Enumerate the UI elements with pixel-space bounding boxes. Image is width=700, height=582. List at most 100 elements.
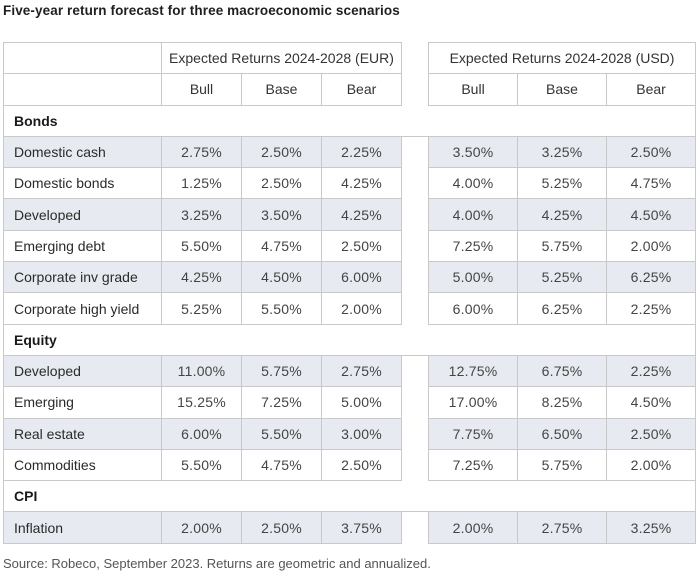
eur-bull-value: 5.50%	[161, 229, 242, 263]
table-title: Five-year return forecast for three macr…	[3, 3, 400, 18]
row-label: Domestic bonds	[3, 167, 162, 200]
usd-base-value: 6.50%	[517, 417, 608, 450]
usd-bear-value: 2.00%	[606, 229, 697, 263]
column-gap	[401, 355, 430, 387]
usd-base-value: 3.25%	[517, 135, 608, 169]
table-row: Real estate 6.00% 5.50% 3.00% 7.75% 6.50% 2.50…	[3, 417, 697, 450]
row-label: Emerging debt	[3, 229, 162, 263]
eur-base-value: 5.50%	[241, 292, 322, 325]
eur-base-value: 2.50%	[241, 135, 322, 169]
return-forecast-table: Expected Returns 2024-2028 (EUR) Expecte…	[2, 41, 697, 544]
usd-bull-value: 7.75%	[428, 417, 519, 450]
usd-base-value: 5.75%	[517, 448, 608, 482]
eur-bull-value: 11.00%	[161, 354, 242, 388]
eur-bull-value: 6.00%	[161, 417, 242, 450]
usd-bear-header: Bear	[606, 73, 697, 106]
eur-bull-value: 1.25%	[161, 167, 242, 200]
usd-base-value: 5.25%	[517, 261, 608, 294]
usd-bear-value: 4.50%	[606, 198, 697, 231]
row-label: Emerging	[3, 386, 162, 419]
eur-bear-header: Bear	[320, 73, 403, 106]
column-gap	[401, 230, 430, 262]
column-gap	[401, 167, 430, 199]
column-gap	[401, 198, 430, 231]
return-forecast-table-container: Expected Returns 2024-2028 (EUR) Expecte…	[2, 41, 697, 544]
eur-base-value: 3.50%	[241, 198, 322, 231]
section-label: CPI	[2, 480, 697, 513]
usd-bull-value: 4.00%	[428, 198, 519, 231]
eur-bear-value: 2.00%	[320, 292, 403, 325]
usd-bear-value: 2.25%	[606, 292, 697, 325]
header-corner-cell	[3, 73, 162, 106]
eur-bull-value: 3.25%	[161, 198, 242, 231]
eur-base-value: 2.50%	[241, 167, 322, 200]
eur-bull-value: 15.25%	[161, 386, 242, 419]
eur-bull-value: 5.50%	[161, 448, 242, 482]
eur-bear-value: 2.50%	[320, 229, 403, 263]
column-gap	[401, 292, 430, 325]
usd-bull-header: Bull	[428, 73, 519, 106]
usd-base-value: 6.25%	[517, 292, 608, 325]
eur-base-value: 4.50%	[241, 261, 322, 294]
table-row: Developed 3.25% 3.50% 4.25% 4.00% 4.25% 4.50%	[3, 198, 697, 231]
usd-bear-value: 3.25%	[606, 511, 697, 544]
usd-bear-value: 4.50%	[606, 386, 697, 419]
eur-group-header: Expected Returns 2024-2028 (EUR)	[160, 41, 403, 75]
usd-bull-value: 12.75%	[428, 354, 519, 388]
eur-bear-value: 4.25%	[320, 198, 403, 231]
column-gap	[401, 449, 430, 481]
column-gap	[401, 73, 430, 106]
usd-base-value: 8.25%	[517, 386, 608, 419]
usd-bull-value: 7.25%	[428, 229, 519, 263]
eur-base-value: 5.75%	[241, 354, 322, 388]
row-label: Developed	[3, 198, 162, 231]
usd-base-value: 6.75%	[517, 354, 608, 388]
eur-base-value: 7.25%	[241, 386, 322, 419]
section-header-row: Bonds	[2, 104, 697, 137]
usd-base-value: 2.75%	[517, 511, 608, 544]
eur-bear-value: 3.75%	[320, 511, 403, 544]
eur-bear-value: 5.00%	[320, 386, 403, 419]
usd-base-value: 5.75%	[517, 229, 608, 263]
eur-base-value: 5.50%	[241, 417, 322, 450]
eur-bull-value: 4.25%	[161, 261, 242, 294]
eur-bear-value: 2.25%	[320, 135, 403, 169]
header-corner-cell	[3, 41, 162, 75]
eur-bear-value: 6.00%	[320, 261, 403, 294]
usd-bear-value: 4.75%	[606, 167, 697, 200]
usd-group-header: Expected Returns 2024-2028 (USD)	[428, 41, 697, 75]
usd-base-value: 5.25%	[517, 167, 608, 200]
source-note: Source: Robeco, September 2023. Returns …	[3, 556, 431, 571]
row-label: Real estate	[3, 417, 162, 450]
table-row: Commodities 5.50% 4.75% 2.50% 7.25% 5.75% 2.00…	[3, 448, 697, 482]
section-header-row: CPI	[2, 480, 697, 513]
table-body: Expected Returns 2024-2028 (EUR) Expecte…	[2, 41, 697, 544]
row-label: Corporate inv grade	[3, 261, 162, 294]
table-row: Inflation 2.00% 2.50% 3.75% 2.00% 2.75% 3.25%	[3, 511, 697, 544]
table-row: Developed 11.00% 5.75% 2.75% 12.75% 6.75% 2.25…	[3, 354, 697, 388]
group-header-row: Expected Returns 2024-2028 (EUR) Expecte…	[3, 41, 697, 75]
column-gap	[401, 42, 430, 74]
column-gap	[401, 261, 430, 293]
usd-bull-value: 3.50%	[428, 135, 519, 169]
eur-bull-value: 5.25%	[161, 292, 242, 325]
usd-bear-value: 2.00%	[606, 448, 697, 482]
eur-base-value: 4.75%	[241, 448, 322, 482]
usd-bull-value: 5.00%	[428, 261, 519, 294]
table-row: Corporate inv grade 4.25% 4.50% 6.00% 5.00% 5…	[3, 261, 697, 294]
usd-bull-value: 6.00%	[428, 292, 519, 325]
usd-bull-value: 7.25%	[428, 448, 519, 482]
eur-bear-value: 2.50%	[320, 448, 403, 482]
eur-bear-value: 2.75%	[320, 354, 403, 388]
usd-bear-value: 2.25%	[606, 354, 697, 388]
table-row: Domestic bonds 1.25% 2.50% 4.25% 4.00% 5.25% 4…	[3, 167, 697, 200]
eur-base-header: Base	[241, 73, 322, 106]
usd-bear-value: 2.50%	[606, 417, 697, 450]
column-gap	[401, 386, 430, 419]
table-row: Emerging 15.25% 7.25% 5.00% 17.00% 8.25% 4.50%	[3, 386, 697, 419]
scenario-header-row: Bull Base Bear Bull Base Bear	[3, 73, 697, 106]
usd-bull-value: 2.00%	[428, 511, 519, 544]
usd-base-value: 4.25%	[517, 198, 608, 231]
column-gap	[401, 511, 430, 544]
column-gap	[401, 136, 430, 168]
